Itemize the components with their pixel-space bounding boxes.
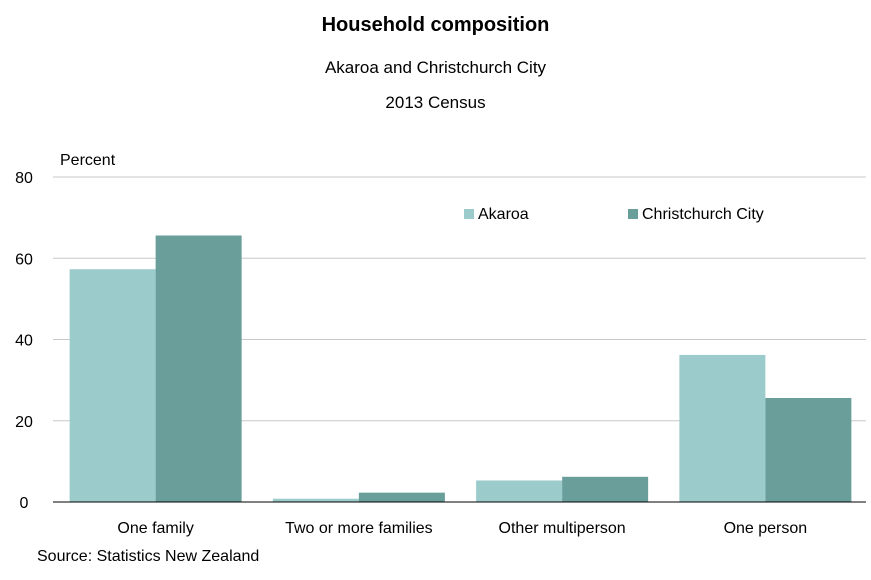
y-tick-label-80: 80 — [15, 170, 33, 187]
y-axis-label: Percent — [60, 152, 116, 169]
x-tick-label-one-person: One person — [724, 520, 808, 537]
source-note: Source: Statistics New Zealand — [37, 548, 260, 565]
bar-christchurch-city-two-or-more-families — [358, 492, 445, 502]
bars — [69, 235, 852, 502]
x-tick-label-one-family: One family — [117, 520, 193, 537]
chart-title: Household composition — [321, 14, 550, 36]
bar-akaroa-other-multiperson — [476, 480, 563, 502]
axis-labels: 0 20 40 60 80 Percent One family Two or more fa… — [15, 152, 807, 537]
legend-swatch-christchurch-city — [628, 209, 638, 219]
y-tick-label-0: 0 — [20, 495, 29, 512]
bar-akaroa-one-family — [69, 269, 156, 502]
bar-akaroa-one-person — [679, 354, 766, 502]
bar-christchurch-city-one-family — [155, 235, 242, 502]
bar-akaroa-two-or-more-families — [272, 498, 359, 502]
y-tick-label-20: 20 — [15, 414, 33, 431]
bar-christchurch-city-one-person — [765, 398, 852, 502]
legend-swatch-akaroa — [464, 209, 474, 219]
chart-subtitle-census: 2013 Census — [385, 93, 486, 112]
legend-label-christchurch-city: Christchurch City — [642, 206, 764, 223]
bar-christchurch-city-other-multiperson — [562, 476, 649, 502]
legend: Akaroa Christchurch City — [464, 206, 764, 223]
legend-label-akaroa: Akaroa — [478, 206, 529, 223]
chart-subtitle: Akaroa and Christchurch City — [324, 58, 547, 77]
y-tick-label-60: 60 — [15, 251, 33, 268]
y-tick-label-40: 40 — [15, 333, 33, 350]
x-tick-label-two-or-more-families: Two or more families — [285, 520, 433, 537]
x-tick-label-other-multiperson: Other multiperson — [499, 520, 626, 537]
